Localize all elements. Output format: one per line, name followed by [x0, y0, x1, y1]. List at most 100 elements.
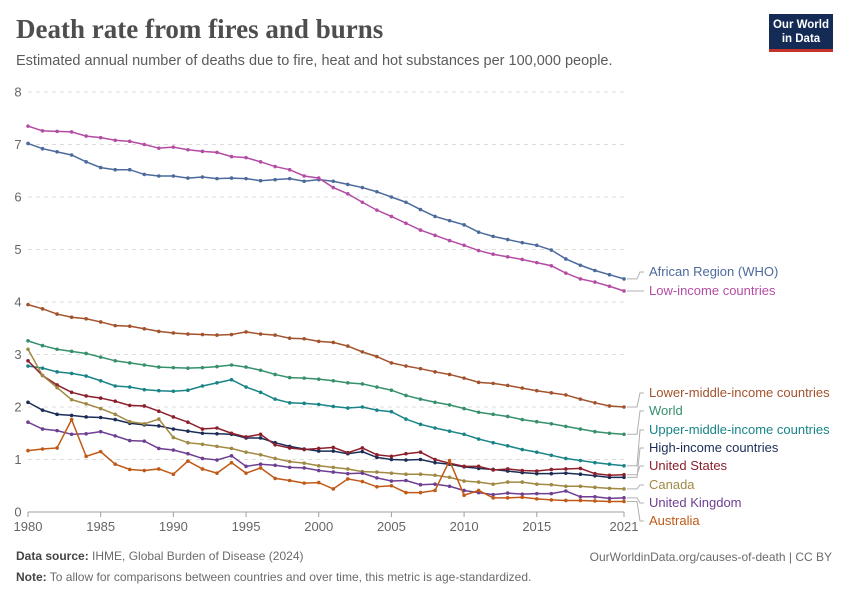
- data-point: [98, 406, 103, 411]
- data-point: [418, 366, 423, 371]
- data-point: [593, 401, 597, 405]
- series-line[interactable]: [27, 142, 625, 280]
- series-line[interactable]: [27, 401, 624, 479]
- label-connector: [627, 271, 644, 280]
- data-point: [258, 178, 263, 183]
- data-point: [418, 228, 423, 232]
- data-point: [622, 496, 626, 500]
- data-point: [84, 402, 88, 406]
- series-label[interactable]: United Kingdom: [649, 495, 742, 510]
- data-point: [142, 439, 147, 443]
- data-point: [593, 268, 597, 273]
- series-label[interactable]: High-income countries: [649, 440, 779, 455]
- data-point: [302, 336, 306, 341]
- series-label[interactable]: African Region (WHO): [649, 264, 778, 279]
- data-point: [505, 480, 510, 484]
- data-point: [578, 498, 583, 503]
- data-point: [622, 499, 626, 504]
- url-text[interactable]: OurWorldinData.org/causes-of-death | CC …: [589, 550, 832, 564]
- data-point: [593, 499, 597, 503]
- note-label: Note:: [16, 570, 47, 584]
- series-line[interactable]: [27, 303, 625, 408]
- data-point: [186, 176, 190, 180]
- data-point: [534, 243, 539, 248]
- data-point: [564, 484, 568, 489]
- data-point: [200, 175, 205, 179]
- data-point: [26, 359, 30, 363]
- data-point: [346, 450, 350, 455]
- data-point: [534, 491, 539, 496]
- data-point: [476, 380, 481, 385]
- data-point: [564, 498, 568, 503]
- data-point: [171, 389, 176, 394]
- data-point: [84, 351, 88, 356]
- series-label[interactable]: Canada: [649, 477, 695, 492]
- series-line[interactable]: [27, 421, 625, 500]
- data-point: [127, 361, 132, 365]
- data-point: [520, 447, 525, 452]
- series-line[interactable]: [27, 360, 625, 477]
- data-point: [520, 257, 525, 262]
- data-point: [534, 482, 539, 486]
- data-point: [142, 422, 147, 426]
- data-point: [389, 454, 394, 459]
- series-label[interactable]: Lower-middle-income countries: [649, 385, 830, 400]
- data-point: [69, 390, 74, 395]
- data-point: [476, 248, 481, 253]
- source-text[interactable]: IHME, Global Burden of Disease (2024): [92, 549, 304, 563]
- data-point: [578, 466, 583, 471]
- x-tick-label: 2015: [522, 519, 551, 534]
- series-label[interactable]: Low-income countries: [649, 283, 776, 298]
- data-point: [186, 366, 190, 370]
- label-connector: [627, 501, 644, 522]
- data-point: [98, 165, 103, 170]
- data-point: [375, 470, 379, 474]
- series-line[interactable]: [27, 125, 625, 292]
- data-point: [331, 487, 336, 491]
- data-point: [200, 427, 205, 431]
- data-point: [331, 445, 336, 450]
- data-point: [316, 339, 321, 344]
- owid-logo[interactable]: Our World in Data: [769, 14, 833, 52]
- data-point: [171, 435, 176, 440]
- series-label[interactable]: United States: [649, 458, 728, 473]
- data-point: [69, 413, 74, 418]
- data-point: [229, 332, 234, 337]
- data-point: [360, 446, 365, 450]
- label-connector: [627, 465, 644, 476]
- data-point: [346, 182, 350, 187]
- data-point: [505, 414, 510, 419]
- data-point: [244, 450, 248, 454]
- data-point: [157, 365, 161, 369]
- data-point: [69, 371, 74, 376]
- data-point: [447, 218, 452, 223]
- series-label[interactable]: Upper-middle-income countries: [649, 422, 830, 437]
- y-tick-label: 6: [14, 190, 21, 205]
- y-axis-ticks: 0 1 2 3 4 5 6 7 8: [14, 85, 21, 520]
- x-tick-label: 1985: [86, 519, 115, 534]
- data-point: [578, 427, 583, 431]
- data-point: [98, 355, 103, 359]
- data-point: [505, 444, 510, 448]
- data-point: [622, 277, 626, 281]
- data-point: [171, 145, 176, 149]
- series-label[interactable]: Australia: [649, 513, 700, 528]
- data-point: [375, 452, 379, 457]
- series-line[interactable]: [27, 365, 625, 467]
- series-label[interactable]: World: [649, 403, 683, 418]
- series-line[interactable]: [27, 417, 624, 503]
- series-line[interactable]: [27, 348, 625, 490]
- data-point: [564, 257, 568, 261]
- data-point: [534, 497, 539, 501]
- series-line[interactable]: [27, 340, 625, 436]
- data-point: [433, 370, 437, 374]
- data-point: [186, 429, 190, 433]
- data-point: [534, 260, 539, 265]
- data-point: [273, 397, 277, 401]
- data-point: [55, 428, 59, 433]
- data-point: [127, 324, 132, 328]
- data-point: [607, 431, 612, 436]
- data-point: [360, 382, 365, 386]
- data-point: [534, 419, 539, 424]
- data-point: [55, 446, 59, 450]
